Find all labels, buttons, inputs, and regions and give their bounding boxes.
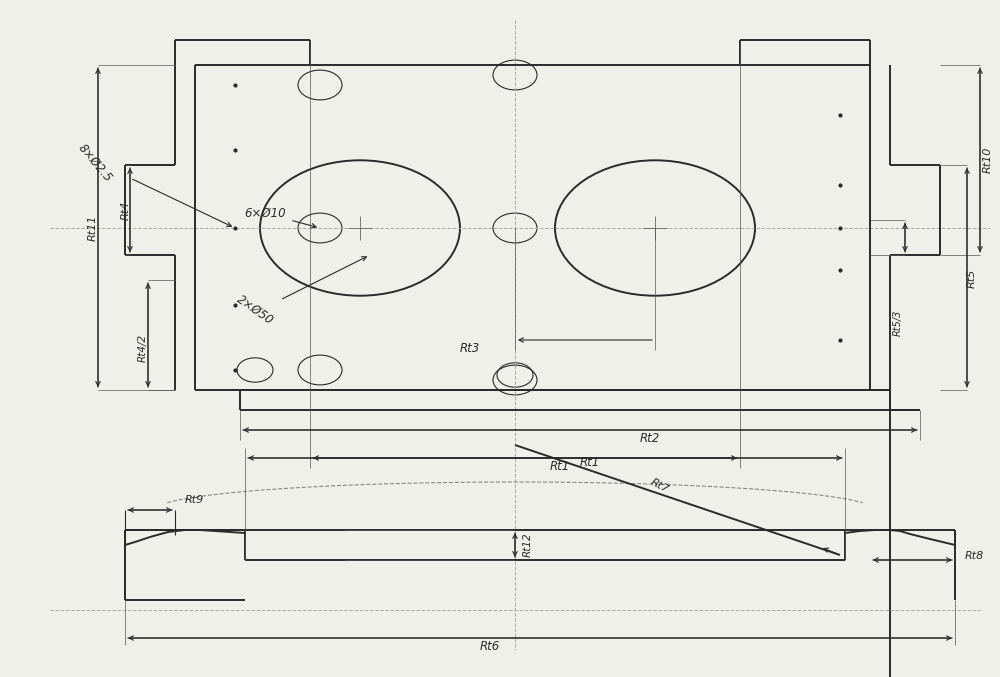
Text: Rt10: Rt10 xyxy=(983,147,993,173)
Text: Rt1: Rt1 xyxy=(580,456,600,470)
Text: Rt1: Rt1 xyxy=(550,460,570,473)
Text: Rt4/2: Rt4/2 xyxy=(138,334,148,362)
Text: Rt8: Rt8 xyxy=(965,551,984,561)
Text: Rt7: Rt7 xyxy=(649,477,671,495)
Text: 6×Ø10: 6×Ø10 xyxy=(244,206,286,219)
Text: Rt12: Rt12 xyxy=(523,533,533,557)
Text: Rt9: Rt9 xyxy=(185,495,204,505)
Text: 8×Ø2.5: 8×Ø2.5 xyxy=(75,141,115,185)
Text: Rt4: Rt4 xyxy=(121,200,131,219)
Text: Rt2: Rt2 xyxy=(640,431,660,445)
Text: Rt3: Rt3 xyxy=(460,341,480,355)
Text: 2×Ø50: 2×Ø50 xyxy=(234,292,276,327)
Text: Rt11: Rt11 xyxy=(88,215,98,241)
Text: Rt5/3: Rt5/3 xyxy=(893,310,903,336)
Text: Rt6: Rt6 xyxy=(480,640,500,653)
Text: Rt5: Rt5 xyxy=(967,268,977,288)
